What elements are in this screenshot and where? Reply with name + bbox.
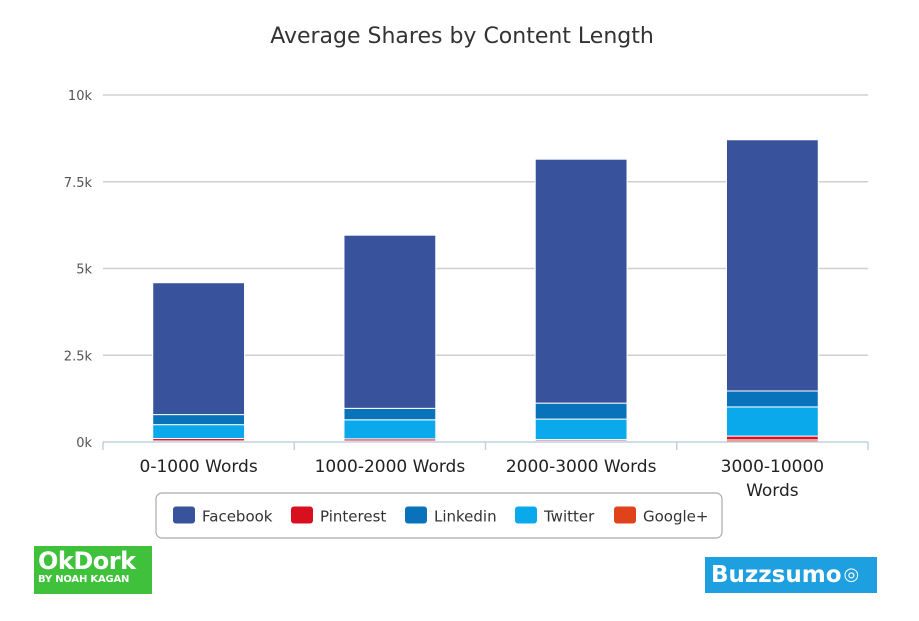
bar-segment-linkedin <box>725 390 819 408</box>
bars <box>152 139 819 443</box>
buzzsumo-logo-text: Buzzsumo <box>711 562 842 588</box>
legend-label: Facebook <box>202 508 273 526</box>
okdork-logo-subtext: BY NOAH KAGAN <box>38 574 130 585</box>
bar-segment-facebook <box>725 139 819 392</box>
x-tick-label: 1000-2000 Words <box>315 457 466 477</box>
legend-swatch <box>614 506 636 524</box>
y-tick-label: 0k <box>76 436 92 451</box>
y-axis-ticks: 0k 2.5k 5k 7.5k 10k <box>64 89 93 451</box>
chart-title: Average Shares by Content Length <box>270 24 654 49</box>
legend: Facebook Pinterest Linkedin Twitter Google+ <box>155 492 723 539</box>
bar-segment-twitter <box>534 418 628 441</box>
bar-segment-facebook <box>534 158 628 404</box>
bar-segment-linkedin <box>152 414 246 426</box>
bar-segment-twitter <box>725 406 819 437</box>
x-tick-label: 2000-3000 Words <box>506 457 657 477</box>
buzzsumo-logo: Buzzsumo ◎ <box>705 557 877 593</box>
legend-swatch <box>291 506 313 524</box>
x-tick-label: 3000-10000 Words <box>721 457 824 501</box>
bar-segment-twitter <box>152 424 246 440</box>
x-tick-label: 0-1000 Words <box>140 457 258 477</box>
bar-segment-facebook <box>343 234 437 409</box>
okdork-logo: OkDork BY NOAH KAGAN <box>34 546 152 594</box>
legend-label: Pinterest <box>320 508 386 526</box>
legend-swatch <box>515 506 537 524</box>
legend-box <box>155 492 723 539</box>
legend-label: Google+ <box>643 508 708 526</box>
bar-segment-pinterest <box>725 435 819 441</box>
y-tick-label: 2.5k <box>64 349 93 364</box>
legend-label: Linkedin <box>434 508 497 526</box>
legend-label: Twitter <box>543 508 595 526</box>
y-tick-label: 10k <box>68 89 93 104</box>
legend-swatch <box>173 506 195 524</box>
bar-segment-linkedin <box>343 407 437 421</box>
x-axis: 0-1000 Words 1000-2000 Words 2000-3000 Wor… <box>102 441 869 501</box>
signal-icon: ◎ <box>843 564 860 585</box>
y-tick-label: 5k <box>76 263 92 278</box>
okdork-logo-text: OkDork <box>38 547 136 575</box>
bar-segment-facebook <box>152 282 246 416</box>
y-tick-label: 7.5k <box>64 176 93 191</box>
bar-segment-twitter <box>343 419 437 440</box>
legend-swatch <box>405 506 427 524</box>
bar-segment-linkedin <box>534 402 628 420</box>
